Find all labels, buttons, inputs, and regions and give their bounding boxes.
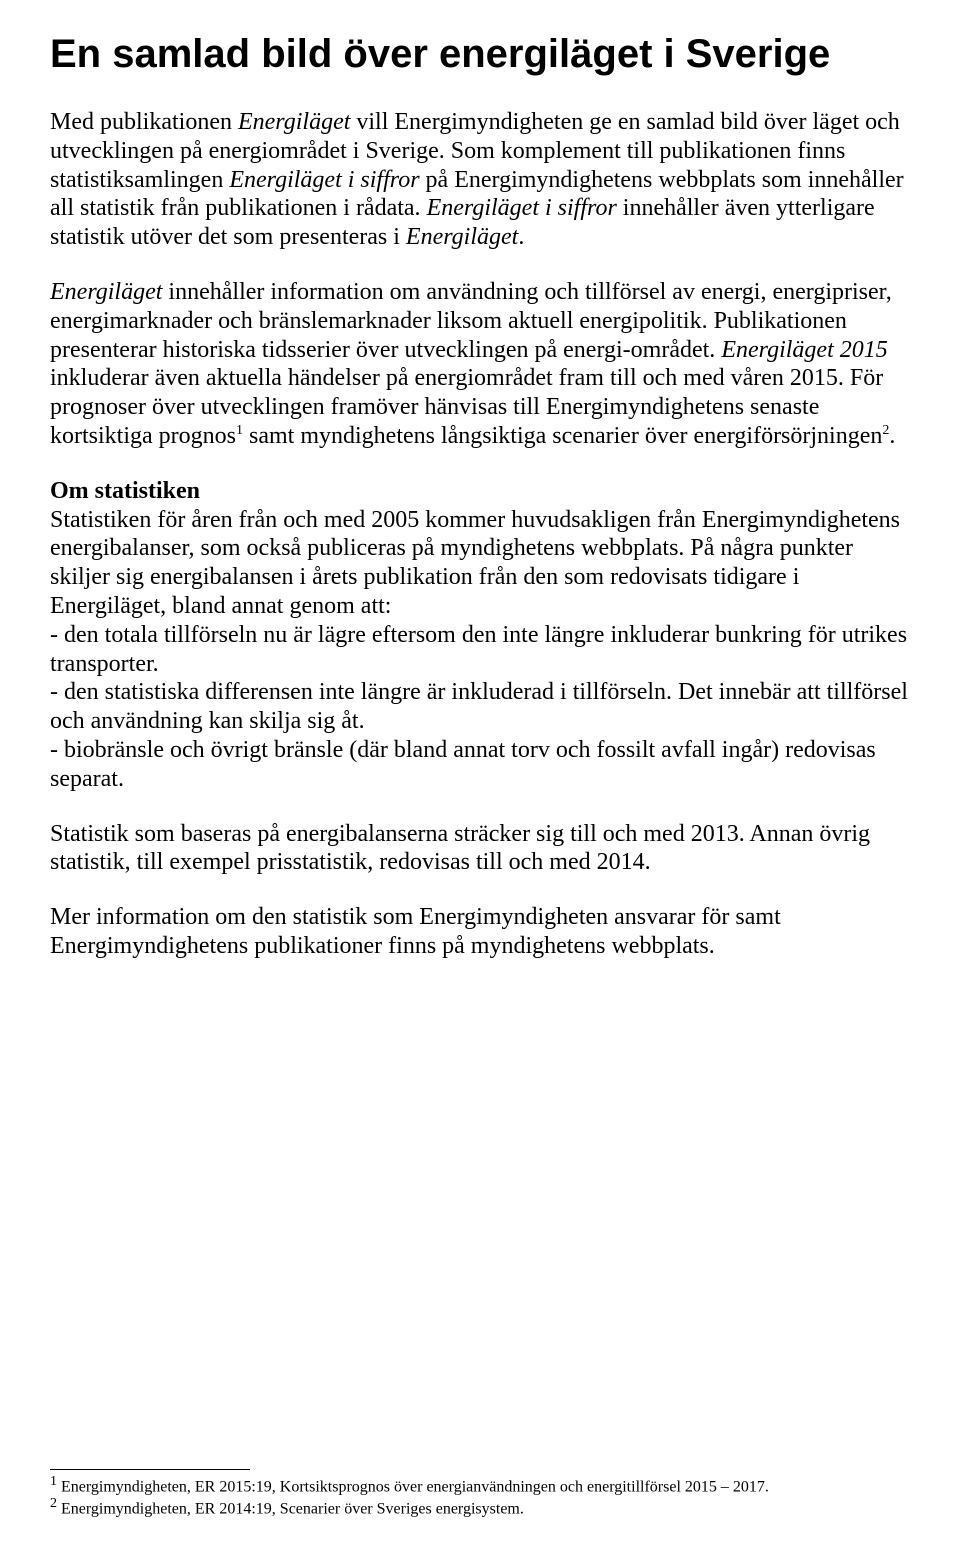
italic-term: Energiläget [406, 224, 518, 250]
footnote-content: Energimyndigheten, ER 2014:19, Scenarier… [57, 1501, 524, 1518]
footnote-ref: 1 [236, 423, 243, 438]
section-heading: Om statistiken [50, 478, 200, 504]
text-segment: Med publikationen [50, 109, 238, 135]
italic-term: Energiläget [238, 109, 350, 135]
paragraph-intro: Med publikationen Energiläget vill Energ… [50, 108, 910, 252]
page-title: En samlad bild över energiläget i Sverig… [50, 30, 910, 78]
italic-term: Energiläget i siffror [229, 167, 419, 193]
paragraph-content: Energiläget innehåller information om an… [50, 278, 910, 451]
footnote-content: Energimyndigheten, ER 2015:19, Kortsikts… [57, 1478, 769, 1495]
italic-term: Energiläget i siffror [427, 195, 617, 221]
text-segment: . [889, 423, 895, 449]
paragraph-stats-range: Statistik som baseras på energibalansern… [50, 820, 910, 878]
bullet-item: - den totala tillförseln nu är lägre eft… [50, 622, 907, 677]
paragraph-statistics: Om statistiken Statistiken för åren från… [50, 477, 910, 794]
bullet-item: - den statistiska differensen inte längr… [50, 679, 908, 734]
text-segment: . [518, 224, 524, 250]
text-segment: Statistiken för åren från och med 2005 k… [50, 507, 900, 619]
footnote: 2 Energimyndigheten, ER 2014:19, Scenari… [50, 1496, 910, 1519]
footnote-marker: 1 [50, 1474, 57, 1489]
italic-term: Energiläget [50, 279, 162, 305]
footnotes-section: 1 Energimyndigheten, ER 2015:19, Kortsik… [50, 1469, 910, 1519]
footnote: 1 Energimyndigheten, ER 2015:19, Kortsik… [50, 1474, 910, 1497]
bullet-item: - biobränsle och övrigt bränsle (där bla… [50, 737, 876, 792]
footnote-separator [50, 1469, 250, 1470]
paragraph-more-info: Mer information om den statistik som Ene… [50, 903, 910, 961]
text-segment: samt myndighetens långsiktiga scenarier … [243, 423, 882, 449]
italic-term: Energiläget 2015 [721, 337, 887, 363]
footnote-marker: 2 [50, 1496, 57, 1511]
